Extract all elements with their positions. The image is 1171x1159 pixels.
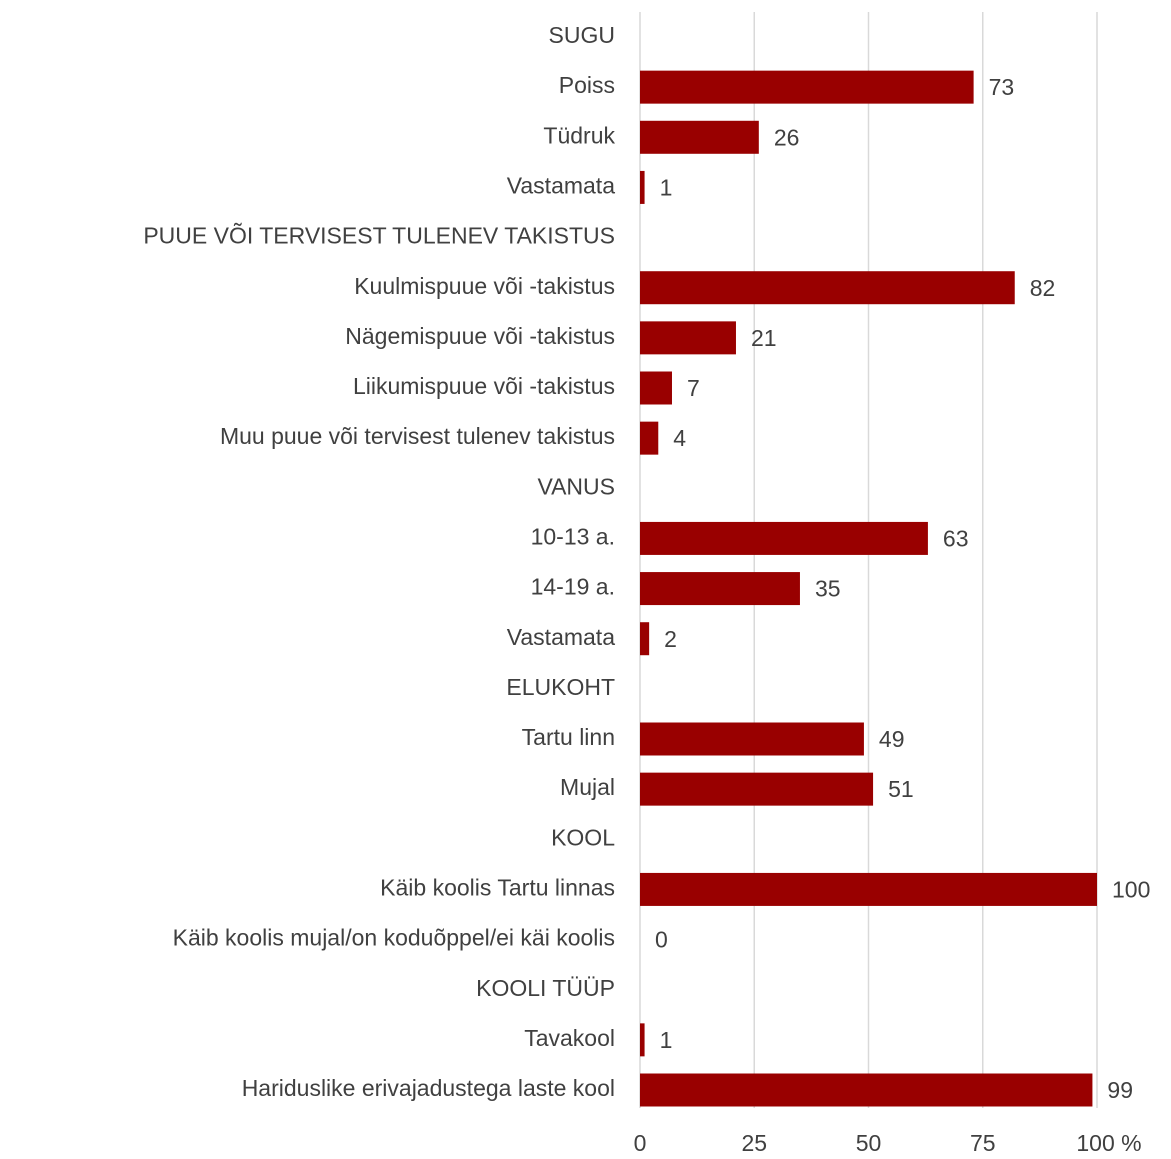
y-tick-label: KOOLI TÜÜP: [476, 975, 615, 1001]
data-label: 21: [751, 325, 777, 351]
y-tick-label: Tartu linn: [522, 724, 615, 750]
x-tick-label: 0: [634, 1130, 647, 1156]
y-tick-label: Vastamata: [507, 624, 615, 650]
y-tick-label: Tavakool: [524, 1025, 615, 1051]
bar: [640, 521, 928, 555]
data-label: 26: [774, 124, 800, 150]
data-label: 82: [1030, 275, 1056, 301]
x-tick-label: 50: [856, 1130, 882, 1156]
y-tick-label: Liikumispuue või -takistus: [353, 373, 615, 399]
data-label: 49: [879, 726, 905, 752]
y-tick-label: 10-13 a.: [531, 524, 615, 550]
bar: [640, 321, 736, 355]
y-tick-label: Poiss: [559, 72, 615, 98]
bar: [640, 872, 1097, 906]
bar: [640, 1023, 645, 1057]
bar: [640, 572, 800, 606]
data-label: 73: [989, 74, 1015, 100]
bar: [640, 622, 650, 656]
data-label: 4: [673, 425, 686, 451]
y-tick-label: VANUS: [537, 473, 615, 499]
y-tick-label: KOOL: [551, 824, 615, 850]
y-tick-label: ELUKOHT: [506, 674, 615, 700]
y-tick-label: Tüdruk: [543, 122, 615, 148]
y-tick-label: Muu puue või tervisest tulenev takistus: [220, 423, 615, 449]
y-tick-label: Käib koolis mujal/on koduõppel/ei käi ko…: [173, 925, 615, 951]
y-tick-label: Nägemispuue või -takistus: [345, 323, 615, 349]
data-label: 100: [1112, 877, 1150, 903]
data-label: 51: [888, 776, 914, 802]
data-label: 99: [1107, 1077, 1133, 1103]
x-tick-label: 25: [741, 1130, 767, 1156]
data-label: 63: [943, 526, 969, 552]
y-tick-label: Kuulmispuue või -takistus: [354, 273, 615, 299]
y-tick-label: Mujal: [560, 774, 615, 800]
data-label: 7: [687, 375, 700, 401]
bar: [640, 120, 759, 154]
data-label: 0: [655, 927, 668, 953]
bar: [640, 772, 874, 806]
data-label: 1: [660, 1027, 673, 1053]
data-label: 35: [815, 576, 841, 602]
y-tick-label: Hariduslike erivajadustega laste kool: [242, 1075, 615, 1101]
bar: [640, 70, 974, 104]
data-label: 2: [664, 626, 677, 652]
bar: [640, 170, 645, 204]
bar: [640, 371, 672, 405]
y-tick-label: Käib koolis Tartu linnas: [380, 875, 615, 901]
y-tick-label: PUUE VÕI TERVISEST TULENEV TAKISTUS: [143, 222, 615, 249]
y-tick-label: Vastamata: [507, 173, 615, 199]
x-tick-label: 75: [970, 1130, 996, 1156]
x-tick-label: 100 %: [1076, 1130, 1141, 1156]
bar: [640, 722, 864, 756]
y-tick-label: 14-19 a.: [531, 574, 615, 600]
data-label: 1: [660, 175, 673, 201]
bar: [640, 421, 659, 455]
y-tick-label: SUGU: [549, 22, 615, 48]
bar: [640, 1073, 1093, 1107]
bar: [640, 271, 1015, 305]
